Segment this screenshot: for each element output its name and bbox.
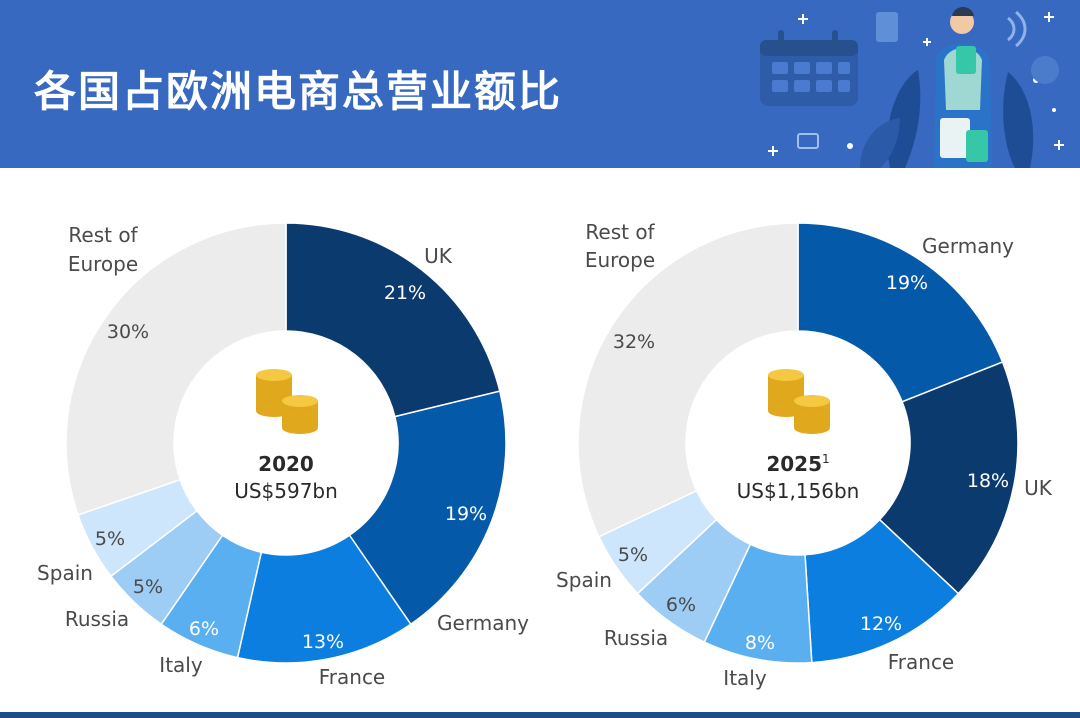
page-title: 各国占欧洲电商总营业额比	[34, 67, 563, 116]
header-banner: 各国占欧洲电商总营业额比	[0, 0, 1080, 168]
slice-label-france: France	[888, 650, 955, 674]
slice-pct-germany: 19%	[886, 272, 928, 294]
donut-hole	[686, 331, 910, 555]
slice-label-rest-of-europe: Rest of Europe	[585, 220, 656, 272]
slice-pct-rest-of-europe: 32%	[613, 331, 655, 353]
slice-label-russia: Russia	[604, 626, 668, 650]
slice-pct-france: 13%	[302, 631, 344, 653]
center-year: 2020	[258, 452, 314, 476]
slice-label-italy: Italy	[723, 666, 767, 690]
slice-label-spain: Spain	[556, 568, 612, 592]
coins-icon	[768, 369, 830, 434]
coins-icon	[256, 369, 318, 434]
donut-chart-2020: 21%UK19%Germany13%France6%Italy5%Russia5…	[37, 222, 529, 689]
shopping-illustration-icon	[760, 7, 1064, 168]
slice-label-uk: UK	[424, 244, 453, 268]
slice-pct-russia: 5%	[133, 576, 163, 598]
slice-pct-italy: 6%	[189, 618, 219, 640]
bottom-divider	[0, 712, 1080, 718]
slice-pct-spain: 5%	[618, 544, 648, 566]
slice-label-france: France	[319, 665, 386, 689]
slice-label-uk: UK	[1024, 476, 1053, 500]
slice-pct-france: 12%	[860, 613, 902, 635]
donut-chart-2025: 19% Germany 18% UK 12% France 8% Italy 6% Russia 5…	[556, 220, 1053, 690]
center-total: US$1,156bn	[737, 479, 860, 503]
center-total: US$597bn	[234, 479, 338, 503]
slice-pct-germany: 19%	[445, 503, 487, 525]
slice-pct-uk: 21%	[384, 282, 426, 304]
donut-hole	[174, 331, 398, 555]
slice-label-russia: Russia	[65, 607, 129, 631]
slice-pct-rest-of-europe: 30%	[107, 321, 149, 343]
slice-label-germany: Germany	[437, 611, 529, 635]
footnote-marker: 1	[822, 452, 830, 466]
center-year: 20251	[766, 452, 829, 476]
slice-pct-russia: 6%	[666, 594, 696, 616]
slice-label-rest-of-europe: Rest of Europe	[68, 223, 139, 276]
slice-pct-uk: 18%	[967, 470, 1009, 492]
pie-charts: 21%UK19%Germany13%France6%Italy5%Russia5…	[37, 220, 1053, 690]
slice-label-spain: Spain	[37, 561, 93, 585]
slice-pct-spain: 5%	[95, 528, 125, 550]
slice-label-germany: Germany	[922, 234, 1014, 258]
slice-pct-italy: 8%	[745, 632, 775, 654]
slice-label-italy: Italy	[159, 653, 203, 677]
